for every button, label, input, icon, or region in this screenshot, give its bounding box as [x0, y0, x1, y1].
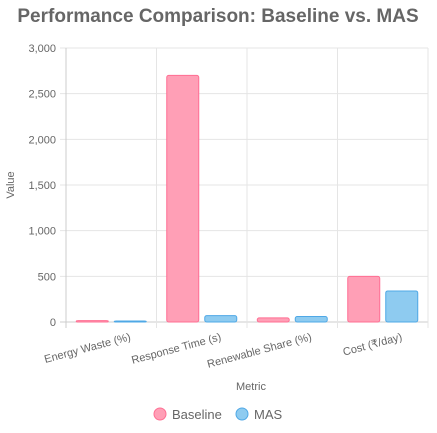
- grid: [60, 47, 429, 328]
- x-tick-label: Energy Waste (%): [43, 331, 132, 366]
- x-tick-label: Cost (₹/day): [342, 331, 404, 358]
- y-tick-label: 1,500: [28, 180, 56, 192]
- legend[interactable]: Baseline MAS: [153, 407, 283, 422]
- legend-label[interactable]: MAS: [254, 407, 283, 422]
- bar-mas-1[interactable]: [204, 315, 238, 323]
- y-axis-label: Value: [5, 171, 17, 198]
- x-tick-label: Renewable Share (%): [206, 331, 313, 370]
- y-tick-label: 2,000: [28, 134, 56, 146]
- chart-title: Performance Comparison: Baseline vs. MAS: [17, 6, 418, 27]
- bar-mas-3[interactable]: [385, 290, 419, 323]
- y-tick-label: 3,000: [28, 43, 56, 55]
- legend-swatch-mas[interactable]: [235, 407, 249, 421]
- bar-baseline-2[interactable]: [256, 317, 290, 323]
- y-tick-label: 1,000: [28, 226, 56, 238]
- legend-label[interactable]: Baseline: [172, 407, 222, 422]
- x-axis-ticks: Energy Waste (%)Response Time (s)Renewab…: [43, 331, 403, 370]
- bar-baseline-1[interactable]: [166, 74, 200, 323]
- y-axis-ticks: 0 500 1,000 1,500 2,000 2,500 3,000: [28, 43, 56, 329]
- bar-baseline-3[interactable]: [347, 275, 381, 323]
- x-axis-label: Metric: [236, 381, 266, 393]
- y-tick-label: 500: [38, 271, 56, 283]
- bar-mas-0[interactable]: [113, 320, 147, 323]
- bars: [75, 74, 419, 323]
- bar-baseline-0[interactable]: [75, 320, 109, 323]
- y-tick-label: 2,500: [28, 89, 56, 101]
- bar-mas-2[interactable]: [294, 316, 328, 323]
- y-tick-label: 0: [50, 317, 56, 329]
- legend-swatch-baseline[interactable]: [153, 407, 167, 421]
